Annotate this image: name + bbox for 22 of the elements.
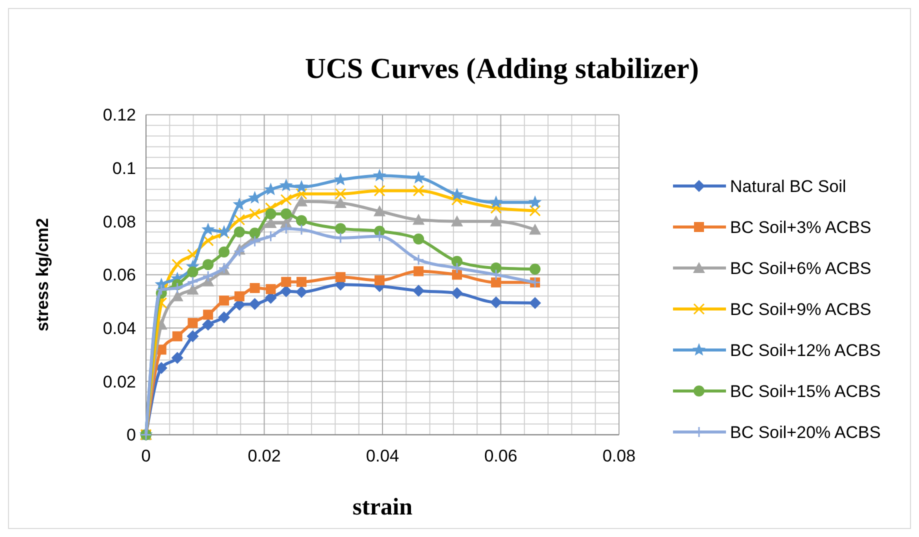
legend-label: BC Soil+9% ACBS (730, 300, 872, 319)
y-tick-label: 0.1 (112, 158, 136, 178)
legend-label: BC Soil+15% ACBS (730, 382, 881, 401)
y-tick-label: 0.12 (102, 106, 136, 125)
x-tick-label: 0 (141, 446, 151, 466)
y-tick-label: 0 (126, 426, 136, 445)
x-tick-label: 0.04 (366, 446, 400, 466)
legend-label: BC Soil+20% ACBS (730, 422, 881, 442)
legend-label: Natural BC Soil (730, 176, 846, 196)
legend-label: BC Soil+12% ACBS (730, 340, 881, 360)
y-tick-label: 0.06 (102, 266, 136, 285)
chart-title: UCS Curves (Adding stabilizer) (305, 53, 699, 85)
x-axis-title: strain (352, 494, 412, 521)
y-axis-title: stress kg/cm2 (33, 218, 52, 332)
x-tick-label: 0.08 (602, 446, 636, 466)
legend-label: BC Soil+6% ACBS (730, 258, 872, 278)
y-tick-label: 0.04 (102, 318, 136, 338)
y-tick-label: 0.08 (102, 212, 136, 232)
x-tick-label: 0.02 (248, 446, 281, 466)
y-tick-label: 0.02 (102, 372, 136, 392)
legend-label: BC Soil+3% ACBS (730, 218, 872, 237)
x-tick-label: 0.06 (484, 446, 518, 466)
